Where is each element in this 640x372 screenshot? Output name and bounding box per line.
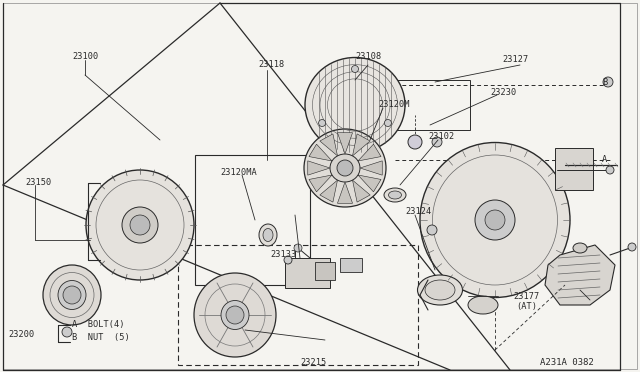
Ellipse shape	[388, 191, 401, 199]
Ellipse shape	[58, 280, 86, 310]
Text: 23230: 23230	[490, 88, 516, 97]
Ellipse shape	[263, 228, 273, 241]
Circle shape	[628, 243, 636, 251]
Polygon shape	[358, 175, 381, 192]
Ellipse shape	[425, 280, 455, 300]
Ellipse shape	[420, 142, 570, 298]
Ellipse shape	[573, 243, 587, 253]
Ellipse shape	[417, 275, 463, 305]
Text: 23118: 23118	[258, 60, 284, 69]
Polygon shape	[353, 134, 370, 156]
Polygon shape	[308, 161, 330, 175]
Circle shape	[63, 286, 81, 304]
Polygon shape	[337, 182, 353, 203]
Ellipse shape	[304, 129, 386, 207]
Bar	[285, 258, 330, 288]
Bar	[555, 148, 593, 190]
Circle shape	[122, 207, 158, 243]
Text: B: B	[602, 78, 607, 87]
Text: B  NUT  (5): B NUT (5)	[72, 333, 130, 342]
Bar	[315, 262, 335, 280]
Polygon shape	[337, 133, 353, 154]
Circle shape	[427, 225, 437, 235]
Text: 23133: 23133	[270, 250, 296, 259]
Text: 23215: 23215	[300, 358, 326, 367]
Text: (AT): (AT)	[516, 302, 537, 311]
Text: 23177: 23177	[513, 292, 540, 301]
Polygon shape	[545, 245, 615, 305]
Bar	[340, 258, 362, 272]
Text: 23124: 23124	[405, 207, 431, 216]
Ellipse shape	[330, 154, 360, 182]
Ellipse shape	[384, 188, 406, 202]
Text: 23108: 23108	[355, 52, 381, 61]
Bar	[390, 80, 470, 130]
Polygon shape	[353, 180, 370, 202]
Circle shape	[130, 215, 150, 235]
Bar	[195, 155, 310, 285]
Circle shape	[294, 244, 302, 252]
Circle shape	[485, 210, 505, 230]
Circle shape	[351, 65, 358, 73]
Ellipse shape	[468, 296, 498, 314]
Ellipse shape	[259, 224, 277, 246]
Circle shape	[408, 135, 422, 149]
Circle shape	[319, 119, 326, 126]
Circle shape	[475, 200, 515, 240]
Ellipse shape	[194, 273, 276, 357]
Text: 23200: 23200	[8, 330, 35, 339]
Text: 23100: 23100	[72, 52, 99, 61]
Text: A231A 0382: A231A 0382	[540, 358, 594, 367]
Polygon shape	[320, 180, 337, 202]
Circle shape	[337, 160, 353, 176]
Circle shape	[226, 306, 244, 324]
Circle shape	[432, 137, 442, 147]
Text: 23120M: 23120M	[378, 100, 410, 109]
Circle shape	[385, 119, 392, 126]
Polygon shape	[358, 144, 381, 161]
Ellipse shape	[43, 265, 101, 325]
Bar	[178, 245, 418, 365]
Ellipse shape	[221, 301, 249, 330]
Ellipse shape	[305, 58, 405, 153]
Text: 23127: 23127	[502, 55, 528, 64]
Polygon shape	[309, 175, 332, 192]
Text: 23120MA: 23120MA	[220, 168, 257, 177]
Text: 23150: 23150	[25, 178, 51, 187]
Text: 23102: 23102	[428, 132, 454, 141]
Circle shape	[62, 327, 72, 337]
Text: A: A	[602, 155, 607, 164]
Polygon shape	[320, 134, 337, 156]
Polygon shape	[360, 161, 382, 175]
Polygon shape	[309, 144, 332, 161]
Ellipse shape	[86, 170, 194, 280]
Circle shape	[284, 256, 292, 264]
Circle shape	[603, 77, 613, 87]
Text: A  BOLT(4): A BOLT(4)	[72, 320, 125, 329]
Circle shape	[606, 166, 614, 174]
